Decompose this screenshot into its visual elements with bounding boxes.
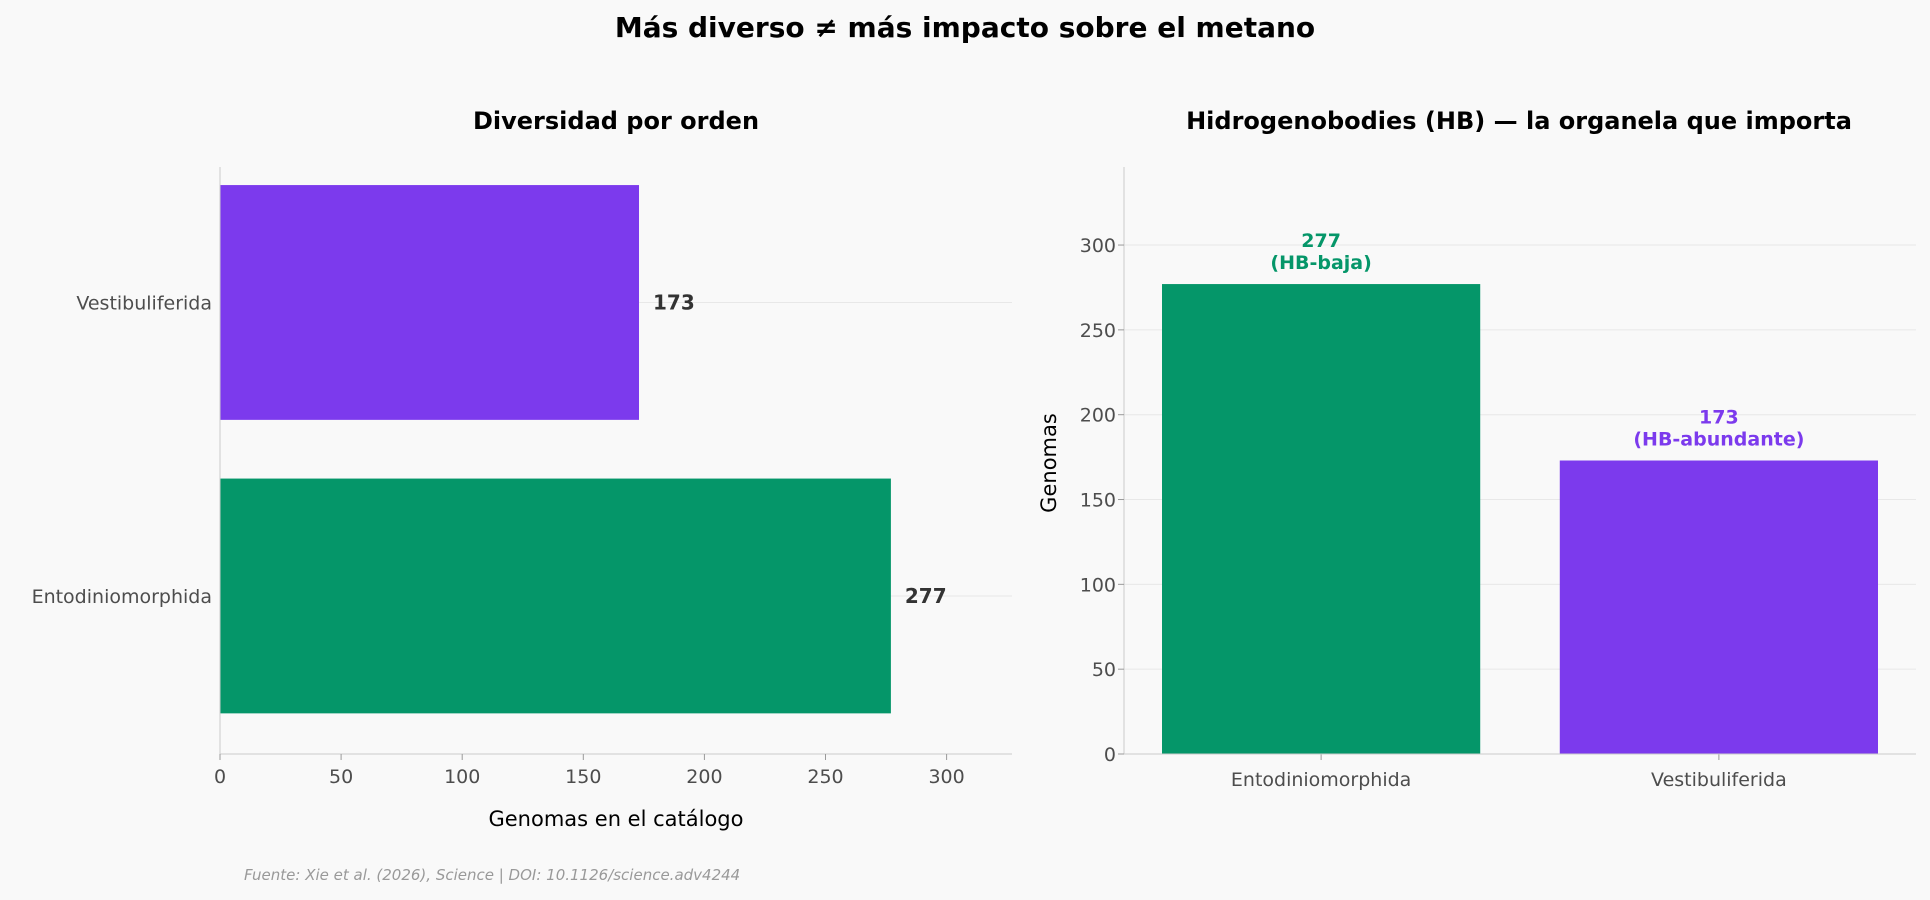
x-tick-label: Entodiniomorphida [1231,769,1411,791]
x-tick-label: 300 [928,766,964,788]
x-tick-label: 0 [214,766,226,788]
y-tick-label: 0 [1104,744,1116,766]
y-tick-label: Entodiniomorphida [32,586,212,608]
left-chart-title: Diversidad por orden [473,107,759,135]
source-note: Fuente: Xie et al. (2026), Science | DOI… [244,866,740,884]
bar-entodiniomorphida [220,478,891,714]
bar-value-label: 277 [1301,230,1341,252]
right-plot-area: 277(HB-baja) Entodiniomorphida 173(HB-abun… [1080,167,1916,791]
y-tick-label: 250 [1080,320,1116,342]
y-tick-label: 200 [1080,405,1116,427]
x-tick-label: 50 [329,766,353,788]
x-tick-label: Vestibuliferida [1651,769,1787,791]
y-tick-label: 150 [1080,490,1116,512]
y-tick-label: Vestibuliferida [76,292,212,314]
figure-title: Más diverso ≠ más impacto sobre el metan… [615,11,1315,44]
right-y-axis-label: Genomas [1037,413,1061,513]
x-tick-label: 100 [444,766,480,788]
bar-value-label: 277 [905,584,947,608]
bar-value-label: 173 [653,290,695,314]
x-tick-label: 200 [686,766,722,788]
left-plot-area: 277 Entodiniomorphida 173 Vestibuliferida 0 5… [32,167,1012,788]
bar-entodiniomorphida [1162,284,1481,754]
bar-note-label: (HB-abundante) [1633,429,1804,451]
right-chart-title: Hidrogenobodies (HB) — la organela que i… [1186,107,1852,135]
bar-note-label: (HB-baja) [1270,252,1371,274]
x-tick-label: 250 [807,766,843,788]
bar-vestibuliferida [220,185,640,420]
bar-value-label: 173 [1699,407,1739,429]
y-tick-label: 300 [1080,235,1116,257]
x-tick-label: 150 [565,766,601,788]
left-x-axis-label: Genomas en el catálogo [488,807,743,831]
bar-vestibuliferida [1559,460,1878,754]
y-tick-label: 100 [1080,574,1116,596]
y-tick-label: 50 [1092,659,1116,681]
